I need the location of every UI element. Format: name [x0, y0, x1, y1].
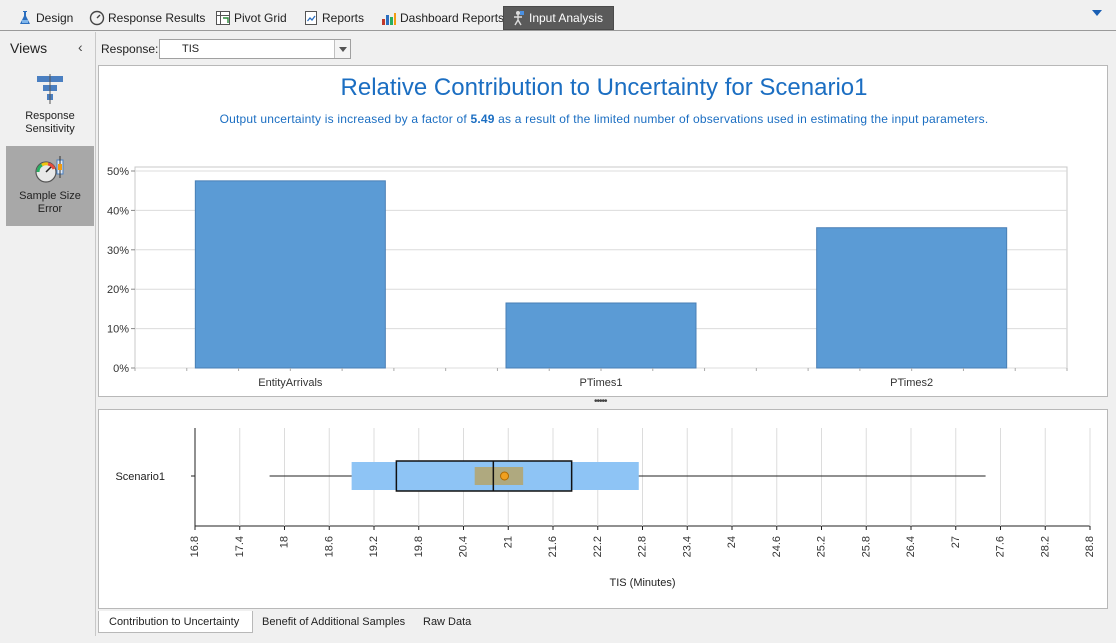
- uncertainty-factor: 5.49: [470, 112, 495, 126]
- median-confidence-box: [474, 467, 524, 485]
- gauge-icon: [89, 10, 105, 26]
- panel-splitter[interactable]: •••••: [98, 396, 1108, 408]
- x-tick-label: 18.6: [323, 536, 335, 557]
- view-label: Response Sensitivity: [25, 110, 75, 135]
- x-tick-label: 23.4: [681, 536, 693, 557]
- view-sample-size-error[interactable]: Sample Size Error: [6, 146, 94, 226]
- tab-label: Response Results: [108, 11, 206, 25]
- flask-icon: [17, 10, 33, 26]
- chart-subtitle: Output uncertainty is increased by a fac…: [99, 112, 1109, 126]
- tab-contribution-to-uncertainty[interactable]: Contribution to Uncertainty: [98, 611, 253, 633]
- response-sensitivity-icon: [33, 72, 67, 106]
- x-tick-label: 20.4: [458, 536, 470, 557]
- input-analysis-icon: [510, 10, 526, 26]
- report-icon: [303, 10, 319, 26]
- dashboard-icon: [381, 10, 397, 26]
- response-value: TIS: [182, 43, 200, 55]
- mean-marker: [500, 471, 510, 481]
- chart-title: Relative Contribution to Uncertainty for…: [340, 74, 868, 101]
- subtitle-prefix: Output uncertainty is increased by a fac…: [219, 112, 467, 126]
- contribution-bar-chart: 0% 10% 20% 30% 40% 50% EntityArrivals PTimes1 PT…: [107, 166, 1068, 389]
- y-tick-label: 10%: [107, 324, 129, 336]
- x-tick-label: PTimes1: [580, 377, 623, 389]
- top-tab-strip: Design Response Results Pivot Grid Repor…: [0, 0, 1116, 31]
- tab-menu-dropdown-icon[interactable]: [1092, 10, 1102, 16]
- response-label: Response:: [101, 42, 159, 56]
- x-tick-label: 22.2: [592, 536, 604, 557]
- tab-label: Design: [36, 11, 74, 25]
- x-tick-label: 16.8: [189, 536, 201, 557]
- x-tick-label: 27: [950, 536, 962, 548]
- x-tick-label: 19.8: [413, 536, 425, 557]
- view-label: Sample Size Error: [19, 190, 81, 215]
- splitter-grip-icon[interactable]: •••••: [594, 396, 607, 407]
- tis-box-plot: 16.8 17.4 18 18.6 19.2 19.8 20.4 21 21.6 22.2 22.8…: [115, 428, 1096, 589]
- x-tick-label: 17.4: [234, 536, 246, 557]
- tab-pivot-grid[interactable]: Pivot Grid: [208, 6, 296, 30]
- tab-response-results[interactable]: Response Results: [82, 6, 214, 30]
- x-tick-label: 27.6: [995, 536, 1007, 557]
- tab-design[interactable]: Design: [10, 6, 82, 30]
- x-axis-label: TIS (Minutes): [609, 577, 675, 589]
- x-tick-label: 22.8: [637, 536, 649, 557]
- x-tick-label: 28.2: [1039, 536, 1051, 557]
- x-tick-label: 21: [502, 536, 514, 548]
- tab-benefit-of-additional-samples[interactable]: Benefit of Additional Samples: [262, 616, 406, 628]
- view-response-sensitivity[interactable]: Response Sensitivity: [6, 66, 94, 146]
- tab-dashboard-reports[interactable]: Dashboard Reports: [374, 6, 513, 30]
- x-tick-label: 24: [726, 536, 738, 548]
- pivot-grid-icon: [215, 10, 231, 26]
- y-tick-label: 50%: [107, 166, 129, 178]
- bottom-tab-strip: Contribution to Uncertainty Benefit of A…: [98, 611, 1108, 634]
- x-tick-label: 24.6: [771, 536, 783, 557]
- x-tick-label: EntityArrivals: [258, 377, 323, 389]
- x-tick-label: 28.8: [1084, 536, 1096, 557]
- x-tick-label: 19.2: [368, 536, 380, 557]
- x-tick-label: 21.6: [547, 536, 559, 557]
- views-title: Views: [10, 40, 48, 56]
- sample-size-error-icon: [33, 152, 67, 186]
- bar-ptimes2: [816, 227, 1008, 369]
- main-content: Response: TIS Relative Contribution to U…: [97, 32, 1112, 636]
- tab-label: Reports: [322, 11, 365, 25]
- tab-reports[interactable]: Reports: [296, 6, 373, 30]
- x-tick-label: PTimes2: [890, 377, 933, 389]
- category-label: Scenario1: [115, 471, 165, 483]
- tab-input-analysis[interactable]: Input Analysis: [503, 6, 614, 30]
- tab-label: Input Analysis: [529, 11, 604, 25]
- tab-label: Dashboard Reports: [400, 11, 505, 25]
- y-tick-label: 30%: [107, 245, 129, 257]
- x-tick-label: 18: [279, 536, 291, 548]
- bar-ptimes1: [505, 302, 697, 369]
- x-tick-label: 26.4: [905, 536, 917, 557]
- y-tick-label: 40%: [107, 205, 129, 217]
- box-plot-panel: 16.8 17.4 18 18.6 19.2 19.8 20.4 21 21.6 22.2 22.8…: [98, 409, 1108, 609]
- views-panel: Views ‹ Response Sensitivity: [0, 32, 96, 636]
- tab-raw-data[interactable]: Raw Data: [423, 616, 472, 628]
- x-tick-label: 25.2: [816, 536, 828, 557]
- y-tick-label: 0%: [113, 363, 129, 375]
- response-select[interactable]: TIS: [159, 39, 351, 59]
- collapse-chevron-icon[interactable]: ‹: [78, 39, 83, 55]
- x-tick-label: 25.8: [860, 536, 872, 557]
- dropdown-arrow-icon[interactable]: [334, 40, 350, 58]
- y-tick-label: 20%: [107, 284, 129, 296]
- tab-label: Pivot Grid: [234, 11, 287, 25]
- bar-entityarrivals: [194, 180, 386, 369]
- subtitle-suffix: as a result of the limited number of obs…: [498, 112, 989, 126]
- contribution-chart-panel: Relative Contribution to Uncertainty for…: [98, 65, 1108, 397]
